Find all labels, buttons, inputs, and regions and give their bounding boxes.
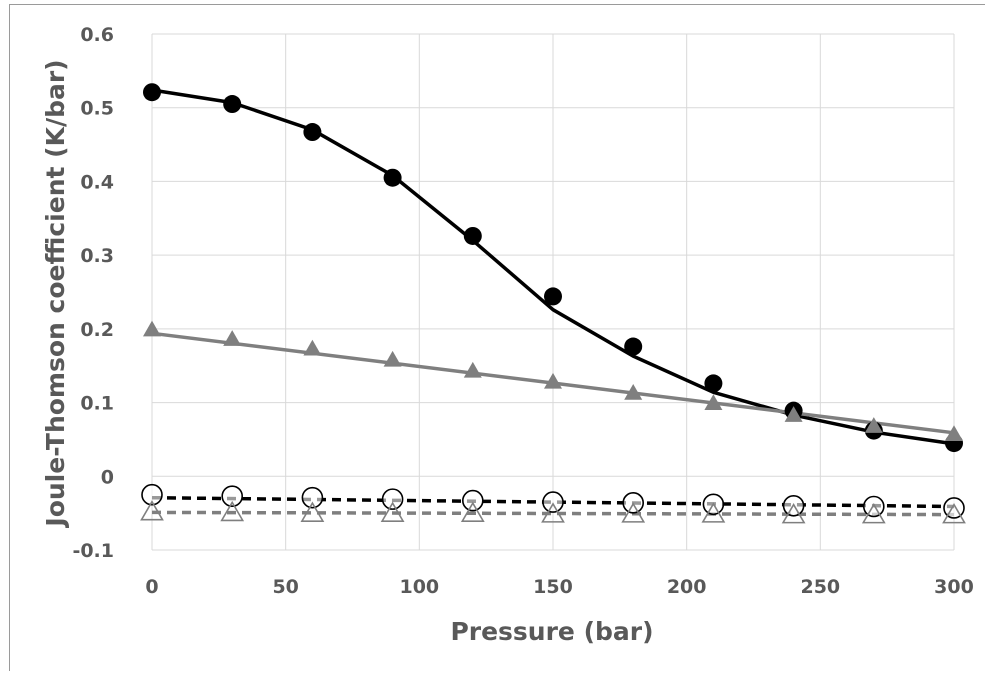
y-tick-label: 0.5 — [80, 98, 114, 120]
open-circle-point — [141, 483, 163, 506]
open-triangle-point — [380, 501, 405, 522]
open-triangle-point — [861, 503, 886, 524]
filled-triangle-point — [945, 425, 963, 442]
open-circle-point — [221, 485, 243, 507]
x-tick-label: 0 — [145, 576, 158, 598]
solid-trend-line — [151, 88, 955, 446]
x-tick-label: 150 — [533, 576, 573, 598]
x-tick-label: 50 — [272, 576, 298, 598]
filled-triangle-point — [544, 372, 562, 389]
filled-triangle-point — [463, 361, 482, 378]
open-triangle-point — [140, 500, 164, 521]
y-tick-label: -0.1 — [72, 540, 114, 562]
open-circle-point — [943, 497, 965, 519]
y-tick-label: 0.4 — [80, 171, 114, 193]
x-tick-labels: 0 50 100 150 200 250 300 — [145, 576, 973, 598]
open-triangle-point — [942, 503, 966, 524]
dashed-trend-line — [151, 510, 955, 517]
filled-triangle-point — [784, 406, 803, 422]
filled-triangle-point — [864, 417, 883, 433]
open-circle-point — [542, 491, 564, 513]
y-axis-title: Joule-Thomson coefficient (K/bar) — [41, 59, 70, 528]
filled-triangle-point — [624, 383, 643, 400]
chart-frame — [9, 4, 985, 671]
filled-circle-point — [624, 337, 643, 356]
filled-circle-point — [303, 123, 322, 142]
open-triangle-point — [300, 501, 325, 522]
open-circle-point — [862, 495, 885, 518]
dashed-trend-line — [151, 495, 955, 509]
grid — [151, 33, 955, 551]
filled-triangle-point — [143, 320, 161, 337]
filled-triangle-point — [383, 350, 402, 367]
open-triangle-point — [621, 502, 646, 523]
filled-circle-point — [143, 83, 161, 102]
filled-circle-point — [383, 168, 402, 187]
open-circle-point — [381, 488, 404, 510]
x-tick-label: 100 — [399, 576, 439, 598]
open-triangle-point — [781, 503, 806, 524]
filled-triangle-point — [223, 330, 242, 346]
x-axis-title: Pressure (bar) — [450, 617, 653, 646]
y-tick-label: 0.1 — [80, 393, 114, 415]
open-triangle-point — [220, 500, 245, 522]
open-circle-point — [461, 489, 484, 512]
x-tick-label: 200 — [667, 576, 707, 598]
y-tick-label: 0.3 — [80, 245, 114, 267]
y-tick-label: 0.2 — [80, 319, 114, 341]
x-tick-label: 300 — [934, 576, 974, 598]
y-tick-labels: -0.1 0 0.1 0.2 0.3 0.4 0.5 0.6 — [72, 24, 114, 562]
y-tick-label: 0.6 — [80, 24, 114, 46]
filled-circle-point — [704, 374, 723, 393]
filled-circle-point — [544, 287, 562, 306]
open-triangle-point — [541, 502, 565, 523]
filled-circle-point — [463, 226, 482, 245]
x-tick-label: 250 — [800, 576, 840, 598]
open-triangle-point — [701, 502, 726, 523]
open-circle-point — [301, 486, 324, 509]
y-tick-label: 0 — [101, 466, 114, 488]
open-triangle-point — [460, 501, 485, 522]
plot-area — [140, 83, 966, 524]
filled-circle-point — [223, 95, 242, 114]
filled-triangle-point — [704, 394, 723, 411]
filled-triangle-point — [303, 339, 322, 356]
